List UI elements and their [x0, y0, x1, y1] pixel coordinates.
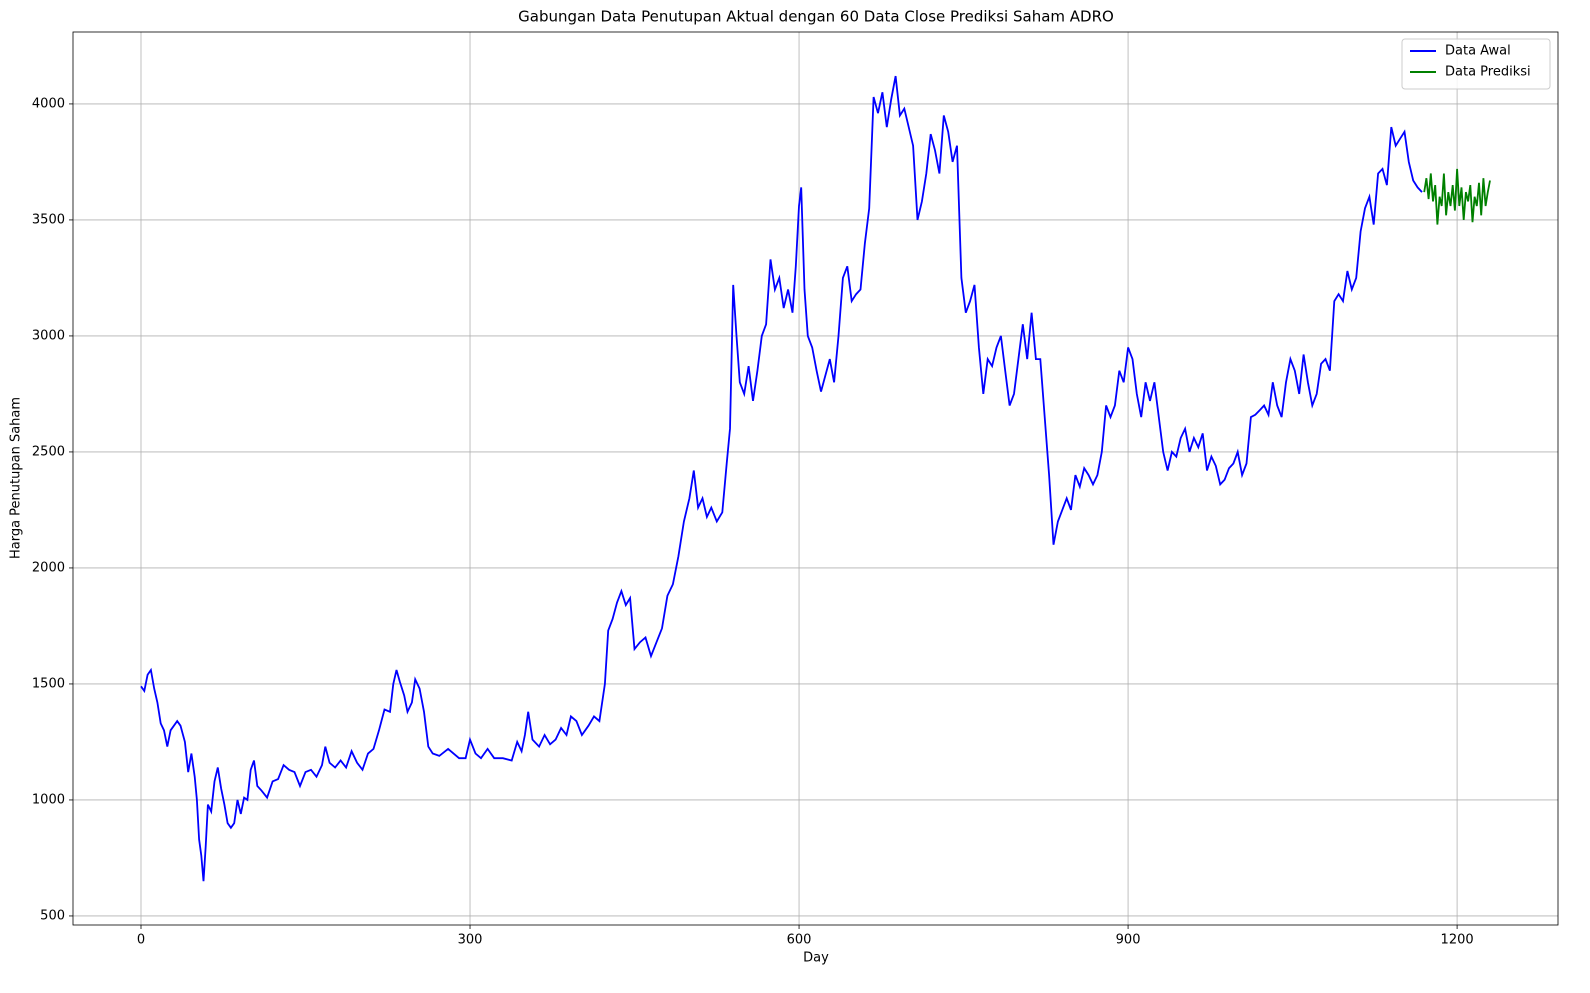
chart-title: Gabungan Data Penutupan Aktual dengan 60… — [518, 8, 1114, 26]
y-tick-label: 1000 — [32, 792, 65, 807]
y-tick-label: 3500 — [32, 212, 65, 227]
x-tick-label: 0 — [137, 933, 145, 948]
y-tick-label: 4000 — [32, 96, 65, 111]
legend-label: Data Prediksi — [1445, 65, 1531, 80]
legend-label: Data Awal — [1445, 44, 1511, 59]
x-tick-label: 600 — [787, 933, 812, 948]
plot-frame — [72, 31, 1559, 926]
data-line — [1423, 168, 1491, 225]
y-tick-label: 3000 — [32, 328, 65, 343]
y-tick-label: 500 — [40, 908, 65, 923]
legend: Data Awal Data Prediksi — [1401, 38, 1551, 90]
y-tick-label: 2500 — [32, 444, 65, 459]
x-tick-label: 1200 — [1441, 933, 1474, 948]
y-tick-label: 2000 — [32, 560, 65, 575]
y-tick-label: 1500 — [32, 676, 65, 691]
x-tick-label: 300 — [458, 933, 483, 948]
legend-box — [1401, 38, 1551, 90]
x-axis-label: Day — [803, 951, 829, 966]
y-axis-label: Harga Penutupan Saham — [9, 397, 24, 559]
x-tick-label: 900 — [1116, 933, 1141, 948]
data-line — [140, 75, 1423, 882]
